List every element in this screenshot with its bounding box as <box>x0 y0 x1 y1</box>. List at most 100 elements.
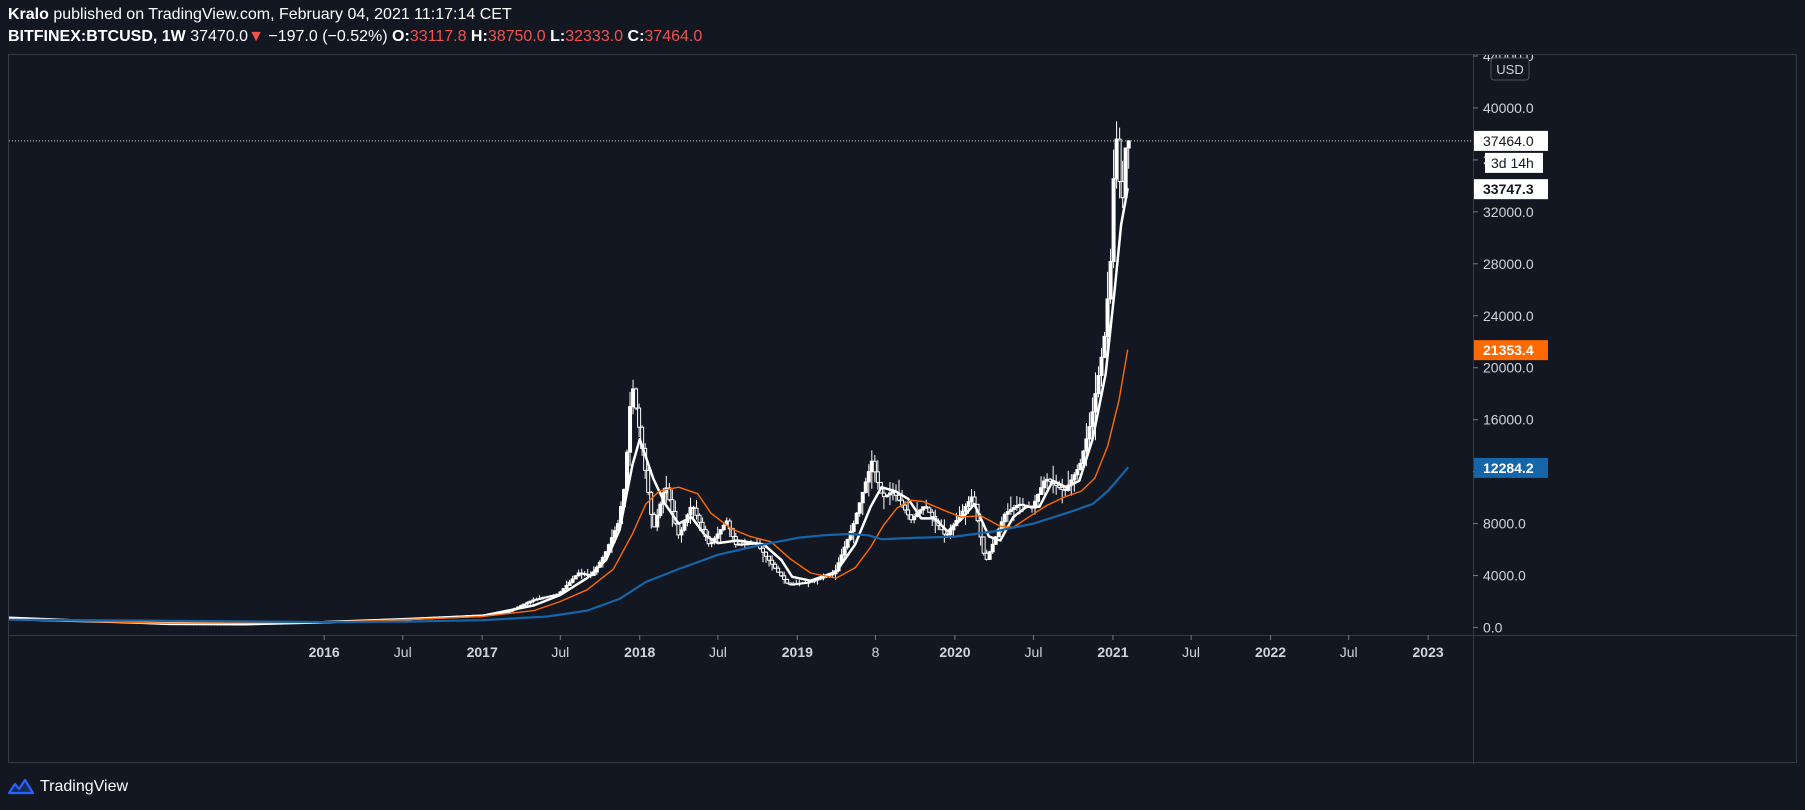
x-tick-label: Jul <box>709 644 727 660</box>
candle-body <box>525 602 530 605</box>
publisher-line: Kralo published on TradingView.com, Febr… <box>8 6 512 24</box>
tradingview-logo-icon <box>8 778 34 795</box>
symbol-name[interactable]: BITFINEX:BTCUSD, <box>8 28 158 45</box>
y-tick-label: 40000.0 <box>1483 100 1534 116</box>
x-tick-label: 2020 <box>939 644 970 660</box>
y-tick-label: 16000.0 <box>1483 412 1534 428</box>
candle-body <box>767 555 772 561</box>
candle-body <box>863 481 868 493</box>
candle-body <box>1048 478 1053 482</box>
candle-body <box>851 523 856 532</box>
x-tick-label: 2022 <box>1255 644 1286 660</box>
candle-body <box>1005 510 1010 515</box>
candle-body <box>1060 486 1065 490</box>
candle-body <box>667 487 672 501</box>
candle-body <box>1117 138 1122 183</box>
price-label-text: 33747.3 <box>1483 181 1534 197</box>
currency-button[interactable]: USD <box>1490 57 1530 81</box>
candle-body <box>709 542 714 545</box>
candle-body <box>1075 469 1080 476</box>
candle-body <box>1096 375 1101 395</box>
candle-body <box>906 509 911 516</box>
ma-line-2 <box>9 349 1129 624</box>
candle-body <box>773 563 778 569</box>
candle-body <box>779 571 784 577</box>
candle-body <box>1126 140 1131 149</box>
candle-body <box>628 406 633 453</box>
close-value: 37464.0 <box>644 28 703 45</box>
chart-pane[interactable]: 0.04000.08000.012000.016000.020000.02400… <box>8 54 1798 764</box>
ma-line-1 <box>9 187 1129 625</box>
candle-body <box>927 507 932 513</box>
candle-body <box>924 506 929 509</box>
candle-body <box>1099 356 1104 377</box>
candle-body <box>776 567 781 573</box>
candle-body <box>697 514 702 523</box>
author-name[interactable]: Kralo <box>8 6 49 23</box>
candle-body <box>1093 393 1098 413</box>
candle-body <box>960 510 965 517</box>
interval-label[interactable]: 1W <box>161 28 186 45</box>
candle-body <box>688 506 693 516</box>
countdown-text: 3d 14h <box>1491 155 1534 171</box>
price-label-bg <box>1474 457 1548 478</box>
price-chart[interactable]: 0.04000.08000.012000.016000.020000.02400… <box>9 55 1798 764</box>
x-tick-label: 8 <box>872 644 880 660</box>
candle-body <box>570 578 575 583</box>
price-label-ma_white: 33747.3 <box>1474 179 1548 200</box>
candle-body <box>764 551 769 557</box>
price-label-text: 37464.0 <box>1483 133 1534 149</box>
candle-body <box>727 520 732 530</box>
price-label-bg <box>1474 130 1548 151</box>
candle-body <box>682 522 687 531</box>
low-value: 32333.0 <box>565 28 624 45</box>
candle-body <box>564 584 569 590</box>
x-tick-label: 2017 <box>467 644 498 660</box>
candle-body <box>700 521 705 530</box>
x-tick-label: 2016 <box>309 644 340 660</box>
candle-body <box>887 492 892 496</box>
candle-body <box>1057 484 1062 488</box>
candle-body <box>845 538 850 548</box>
tradingview-brand[interactable]: TradingView <box>8 776 128 798</box>
open-value: 33117.8 <box>409 28 467 45</box>
candle-body <box>963 505 968 512</box>
candle-body <box>1078 462 1083 471</box>
x-tick-label: Jul <box>1182 644 1200 660</box>
y-tick-label: 24000.0 <box>1483 308 1534 324</box>
x-tick-label: 2023 <box>1413 644 1444 660</box>
brand-name: TradingView <box>40 778 129 795</box>
candle-body <box>966 501 971 507</box>
price-label-text: 12284.2 <box>1483 460 1534 476</box>
candles-group <box>9 121 1131 626</box>
currency-button-bg <box>1490 57 1530 81</box>
y-tick-label: 28000.0 <box>1483 256 1534 272</box>
candle-body <box>1002 513 1007 523</box>
candle-body <box>1111 178 1116 263</box>
countdown-badge: 3d 14h <box>1485 152 1543 173</box>
price-label-ma_blue: 12284.2 <box>1474 457 1548 478</box>
candle-body <box>860 491 865 504</box>
price-label-bg <box>1474 179 1548 200</box>
y-tick-label: 0.0 <box>1483 620 1503 636</box>
candle-body <box>573 575 578 580</box>
candle-body <box>721 524 726 531</box>
candle-body <box>761 547 766 553</box>
candle-body <box>1108 261 1113 300</box>
y-tick-label: 4000.0 <box>1483 568 1526 584</box>
candle-body <box>897 494 902 501</box>
x-tick-label: Jul <box>394 644 412 660</box>
candle-body <box>649 491 654 515</box>
price-label-ma_orange: 21353.4 <box>1474 340 1548 361</box>
symbol-info-line: BITFINEX:BTCUSD, 1W 37470.0▼ −197.0 (−0.… <box>8 28 702 46</box>
candle-body <box>842 546 847 556</box>
low-label: L: <box>550 28 566 45</box>
high-value: 38750.0 <box>487 28 546 45</box>
candle-body <box>854 512 859 525</box>
currency-button-label: USD <box>1496 62 1523 77</box>
candle-body <box>567 581 572 586</box>
candle-body <box>715 533 720 539</box>
candle-body <box>918 509 923 514</box>
candle-body <box>1102 335 1107 358</box>
x-tick-label: Jul <box>551 644 569 660</box>
